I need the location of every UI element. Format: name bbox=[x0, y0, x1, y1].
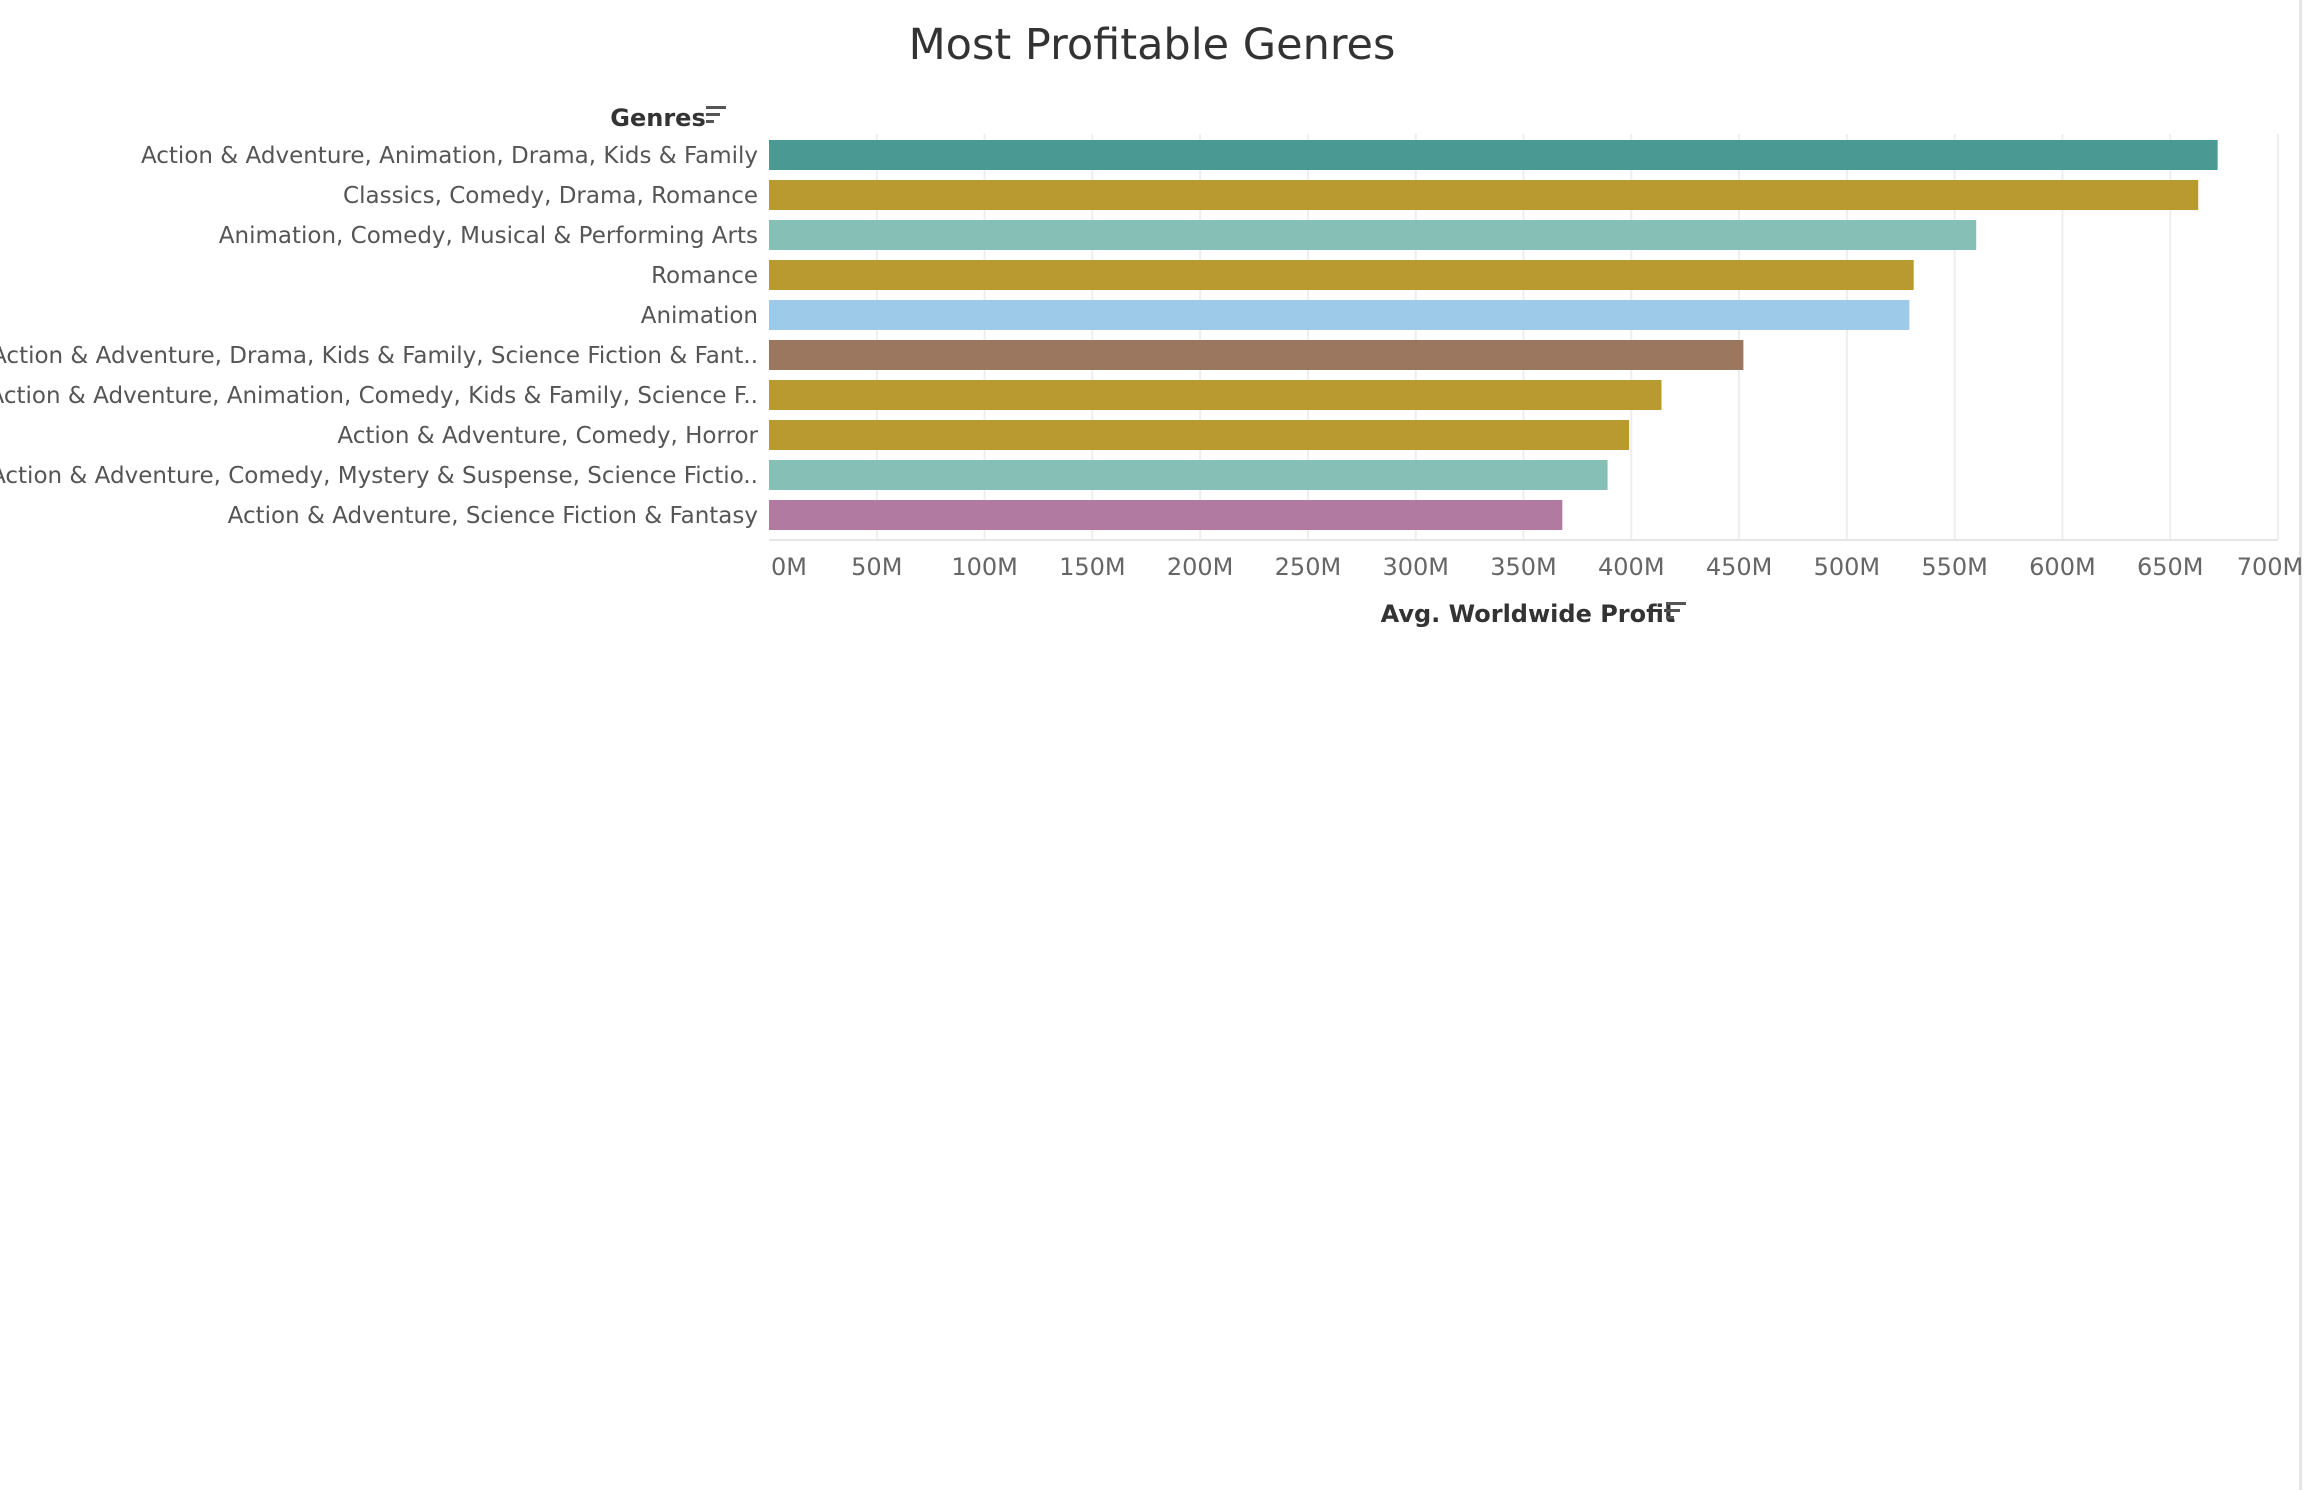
panel-border bbox=[2299, 0, 2302, 1490]
x-tick-label: 550M bbox=[1921, 553, 1988, 581]
category-label: Action & Adventure, Animation, Drama, Ki… bbox=[141, 143, 758, 169]
bar[interactable] bbox=[769, 340, 1744, 370]
bar[interactable] bbox=[769, 140, 2218, 170]
x-axis-ticks: 0M 50M 100M 150M 200M 250M 300M 350M 400M 450M 500… bbox=[771, 553, 2303, 581]
chart-title: Most Profitable Genres bbox=[908, 20, 1396, 70]
y-axis-title[interactable]: Genres bbox=[610, 104, 705, 132]
category-label: Action & Adventure, Animation, Comedy, K… bbox=[0, 383, 758, 409]
sort-descending-icon[interactable] bbox=[1666, 602, 1686, 619]
bar[interactable] bbox=[769, 380, 1662, 410]
sort-descending-icon[interactable] bbox=[706, 106, 726, 123]
bar[interactable] bbox=[769, 420, 1630, 450]
x-tick-label: 50M bbox=[851, 553, 902, 581]
x-tick-label: 700M bbox=[2237, 553, 2304, 581]
x-tick-label: 300M bbox=[1382, 553, 1449, 581]
x-tick-label: 250M bbox=[1275, 553, 1342, 581]
x-axis-title[interactable]: Avg. Worldwide Profit bbox=[1381, 600, 1676, 628]
category-label: Action & Adventure, Drama, Kids & Family… bbox=[0, 343, 758, 369]
category-label: Classics, Comedy, Drama, Romance bbox=[343, 183, 758, 209]
bar[interactable] bbox=[769, 260, 1914, 290]
bar[interactable] bbox=[769, 500, 1563, 530]
category-label: Action & Adventure, Comedy, Mystery & Su… bbox=[0, 463, 758, 489]
x-tick-label: 650M bbox=[2137, 553, 2204, 581]
x-tick-label: 600M bbox=[2029, 553, 2096, 581]
category-labels: Action & Adventure, Animation, Drama, Ki… bbox=[0, 143, 759, 529]
x-tick-label: 100M bbox=[951, 553, 1018, 581]
bar[interactable] bbox=[769, 300, 1910, 330]
bars bbox=[769, 140, 2218, 530]
x-tick-label: 350M bbox=[1490, 553, 1557, 581]
category-label: Action & Adventure, Science Fiction & Fa… bbox=[228, 503, 758, 529]
x-tick-label: 0M bbox=[771, 553, 807, 581]
x-tick-label: 150M bbox=[1059, 553, 1126, 581]
category-label: Romance bbox=[651, 263, 758, 289]
x-tick-label: 400M bbox=[1598, 553, 1665, 581]
x-tick-label: 450M bbox=[1706, 553, 1773, 581]
category-label: Animation, Comedy, Musical & Performing … bbox=[219, 223, 758, 249]
x-tick-label: 200M bbox=[1167, 553, 1234, 581]
x-tick-label: 500M bbox=[1814, 553, 1881, 581]
category-label: Action & Adventure, Comedy, Horror bbox=[337, 423, 758, 449]
bar[interactable] bbox=[769, 180, 2199, 210]
category-label: Animation bbox=[641, 303, 758, 329]
bar[interactable] bbox=[769, 220, 1977, 250]
bar[interactable] bbox=[769, 460, 1608, 490]
